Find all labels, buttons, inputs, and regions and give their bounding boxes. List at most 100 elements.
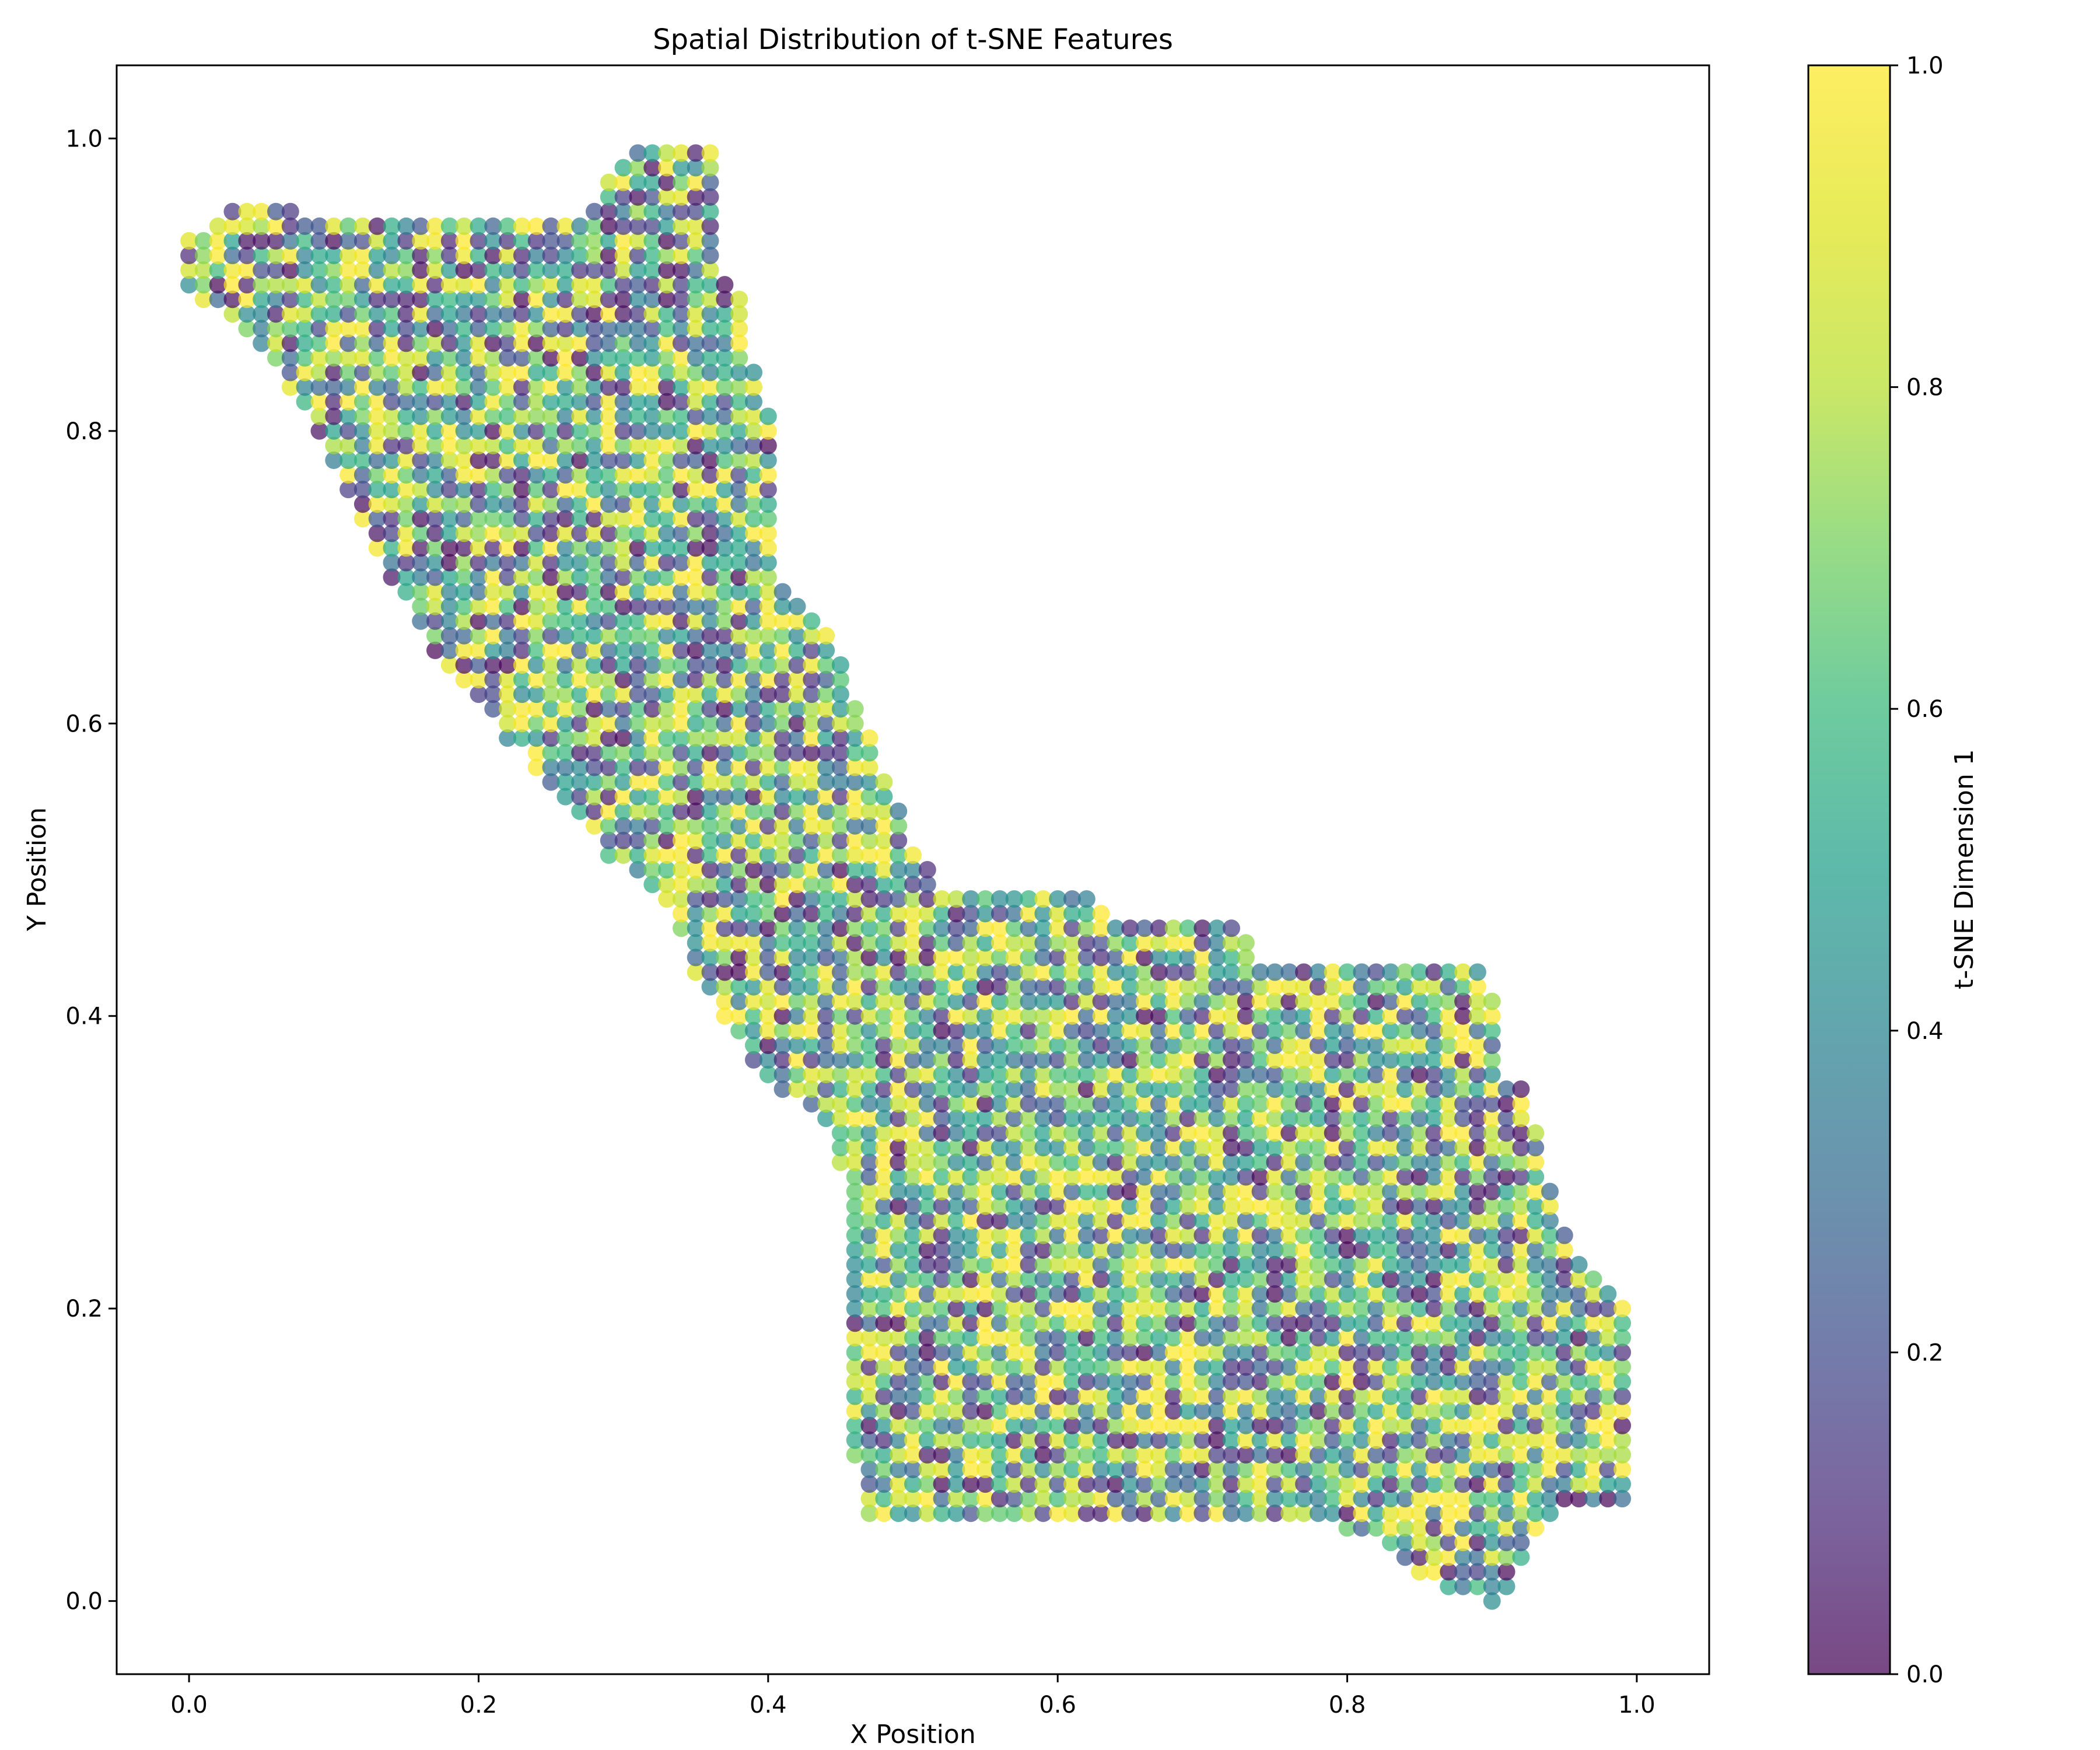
scatter-point [223,261,242,279]
scatter-point [947,1007,965,1025]
scatter-point [1208,1314,1226,1332]
scatter-point [586,817,603,835]
scatter-point [412,363,430,382]
scatter-point [977,1300,995,1318]
scatter-point [1063,1080,1081,1098]
scatter-point [1353,1314,1371,1332]
scatter-point [759,568,777,586]
scatter-point [1295,1168,1313,1186]
scatter-point [1512,1139,1530,1157]
scatter-point [1136,1080,1154,1098]
scatter-point [875,1226,893,1244]
scatter-point [788,1066,806,1083]
scatter-point [1425,1490,1443,1508]
scatter-point [455,320,473,338]
scatter-point [1527,1329,1545,1347]
scatter-point [716,978,734,996]
scatter-point [1121,992,1139,1010]
scatter-point [803,905,821,923]
scatter-point [1005,1402,1023,1420]
scatter-point [687,905,705,923]
scatter-point [440,539,459,557]
scatter-point [600,217,618,235]
scatter-point [672,188,690,206]
scatter-point [440,217,459,235]
scatter-point [1295,1212,1313,1230]
scatter-point [643,363,662,382]
scatter-point [860,729,878,747]
scatter-point [1512,1095,1530,1113]
scatter-point [658,715,676,733]
scatter-point [1194,1066,1212,1083]
scatter-point [774,949,792,967]
scatter-point [325,363,343,382]
scatter-point [354,305,372,323]
scatter-point [774,758,792,776]
scatter-point [499,495,517,513]
scatter-point [1382,992,1399,1010]
scatter-point [499,436,517,454]
scatter-point [933,1124,951,1142]
scatter-point [383,290,401,309]
scatter-point [817,978,835,996]
scatter-point [977,919,995,937]
scatter-point [1251,1402,1269,1420]
scatter-point [1020,1124,1038,1142]
scatter-point [1483,1021,1501,1040]
scatter-point [426,261,444,279]
scatter-point [947,1373,965,1391]
scatter-point [658,202,676,220]
scatter-point [846,1021,864,1040]
scatter-point [904,1475,922,1493]
scatter-point [1107,1212,1125,1230]
scatter-point [614,378,632,396]
scatter-point [412,349,430,367]
scatter-point [1410,1256,1429,1273]
scatter-point [1150,1358,1168,1376]
scatter-point [1034,1066,1052,1083]
scatter-point [831,1153,849,1171]
scatter-point [1584,1431,1602,1449]
scatter-point [310,378,328,396]
scatter-point [1034,963,1052,981]
scatter-point [643,144,662,162]
scatter-point [1454,1051,1472,1069]
scatter-point [1497,1519,1516,1537]
scatter-point [875,788,893,806]
scatter-point [556,422,575,440]
scatter-point [1324,1182,1342,1200]
scatter-point [1020,1197,1038,1215]
scatter-point [455,422,473,440]
scatter-point [484,393,502,411]
scatter-point [1396,978,1414,996]
scatter-point [759,685,777,704]
scatter-point [1208,992,1226,1010]
scatter-point [701,393,719,411]
scatter-point [1280,1300,1298,1318]
scatter-point [1570,1358,1588,1376]
scatter-point [1208,949,1226,967]
scatter-point [962,890,980,908]
scatter-point [890,978,908,996]
scatter-point [716,700,734,718]
scatter-point [1483,1358,1501,1376]
scatter-point [1020,1300,1038,1318]
scatter-point [542,568,560,586]
scatter-point [1614,1358,1632,1376]
scatter-point [527,685,545,704]
scatter-point [629,436,647,454]
scatter-point [745,554,762,572]
scatter-point [1440,1197,1458,1215]
scatter-point [701,422,719,440]
scatter-point [875,1329,893,1347]
scatter-point [1338,1226,1356,1244]
scatter-point [817,1036,835,1054]
scatter-point [730,1021,748,1040]
scatter-point [556,495,575,513]
scatter-point [774,934,792,952]
scatter-point [614,349,632,367]
scatter-point [875,1197,893,1215]
scatter-point [1324,1139,1342,1157]
scatter-point [1280,1329,1298,1347]
scatter-point [1251,1139,1269,1157]
